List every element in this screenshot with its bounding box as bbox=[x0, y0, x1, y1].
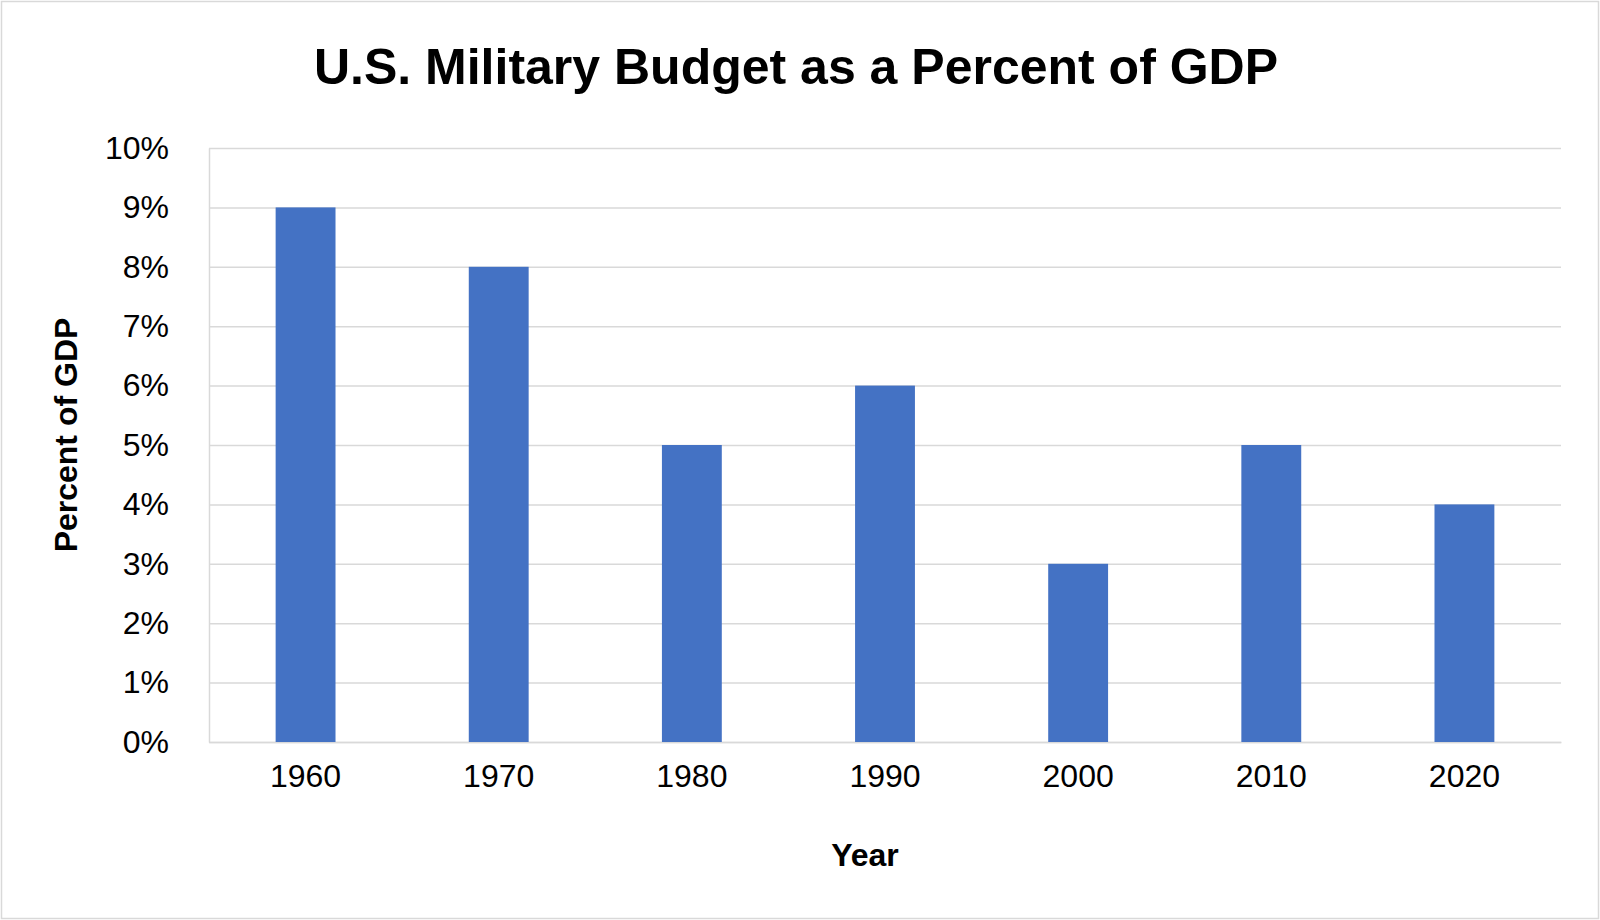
y-tick-label: 8% bbox=[123, 249, 169, 285]
x-tick: 1980 bbox=[656, 742, 727, 794]
chart-title: U.S. Military Budget as a Percent of GDP bbox=[314, 39, 1278, 95]
x-axis: 1960 1970 1980 1990 2000 2010 2020 bbox=[210, 742, 1562, 794]
x-tick: 2000 bbox=[1043, 742, 1114, 794]
y-axis: 0% 1% 2% 3% 4% 5% 6% 7% 8% 9% 10% bbox=[105, 130, 1561, 760]
x-tick-label: 2010 bbox=[1236, 758, 1307, 794]
y-tick: 0% bbox=[123, 724, 1561, 760]
x-tick: 1990 bbox=[849, 742, 920, 794]
y-tick-label: 9% bbox=[123, 189, 169, 225]
y-tick-label: 5% bbox=[123, 427, 169, 463]
y-tick: 8% bbox=[123, 249, 1561, 285]
bar bbox=[469, 267, 529, 742]
grid-line bbox=[209, 207, 1561, 209]
y-tick: 9% bbox=[123, 189, 1561, 225]
x-tick: 2020 bbox=[1429, 742, 1500, 794]
bar bbox=[662, 445, 722, 742]
bar bbox=[1048, 564, 1108, 742]
bar bbox=[276, 207, 336, 742]
y-tick: 2% bbox=[123, 605, 1561, 641]
grid-line bbox=[209, 326, 1561, 328]
y-tick: 6% bbox=[123, 367, 1561, 403]
bar bbox=[1241, 445, 1301, 742]
y-tick: 7% bbox=[123, 308, 1561, 344]
y-tick-label: 7% bbox=[123, 308, 169, 344]
y-axis-title: Percent of GDP bbox=[48, 318, 84, 553]
x-tick-label: 2020 bbox=[1429, 758, 1500, 794]
y-tick: 3% bbox=[123, 546, 1561, 582]
x-tick-label: 1970 bbox=[463, 758, 534, 794]
plot-area: 0% 1% 2% 3% 4% 5% 6% 7% 8% 9% 10% 1960 1970 1980 1990 2… bbox=[105, 130, 1562, 794]
chart: 0% 1% 2% 3% 4% 5% 6% 7% 8% 9% 10% 1960 1970 1980 1990 2… bbox=[0, 0, 1600, 920]
y-tick: 1% bbox=[123, 664, 1561, 700]
y-tick: 5% bbox=[123, 427, 1561, 463]
y-tick-label: 1% bbox=[123, 664, 169, 700]
y-tick-label: 3% bbox=[123, 546, 169, 582]
bar bbox=[1434, 504, 1494, 742]
x-tick-label: 1980 bbox=[656, 758, 727, 794]
x-tick-label: 1960 bbox=[270, 758, 341, 794]
y-tick: 10% bbox=[105, 130, 1561, 166]
y-tick-label: 0% bbox=[123, 724, 169, 760]
x-tick-label: 2000 bbox=[1043, 758, 1114, 794]
y-tick-label: 2% bbox=[123, 605, 169, 641]
x-tick: 1970 bbox=[463, 742, 534, 794]
x-axis-title: Year bbox=[831, 837, 899, 873]
grid-line bbox=[209, 148, 1561, 150]
bars bbox=[276, 207, 1495, 742]
chart-border bbox=[2, 2, 1599, 919]
grid-line bbox=[209, 267, 1561, 269]
x-tick: 2010 bbox=[1236, 742, 1307, 794]
x-tick-label: 1990 bbox=[849, 758, 920, 794]
y-tick: 4% bbox=[123, 486, 1561, 522]
y-tick-label: 10% bbox=[105, 130, 169, 166]
y-tick-label: 4% bbox=[123, 486, 169, 522]
y-tick-label: 6% bbox=[123, 367, 169, 403]
x-tick: 1960 bbox=[270, 742, 341, 794]
bar bbox=[855, 386, 915, 742]
